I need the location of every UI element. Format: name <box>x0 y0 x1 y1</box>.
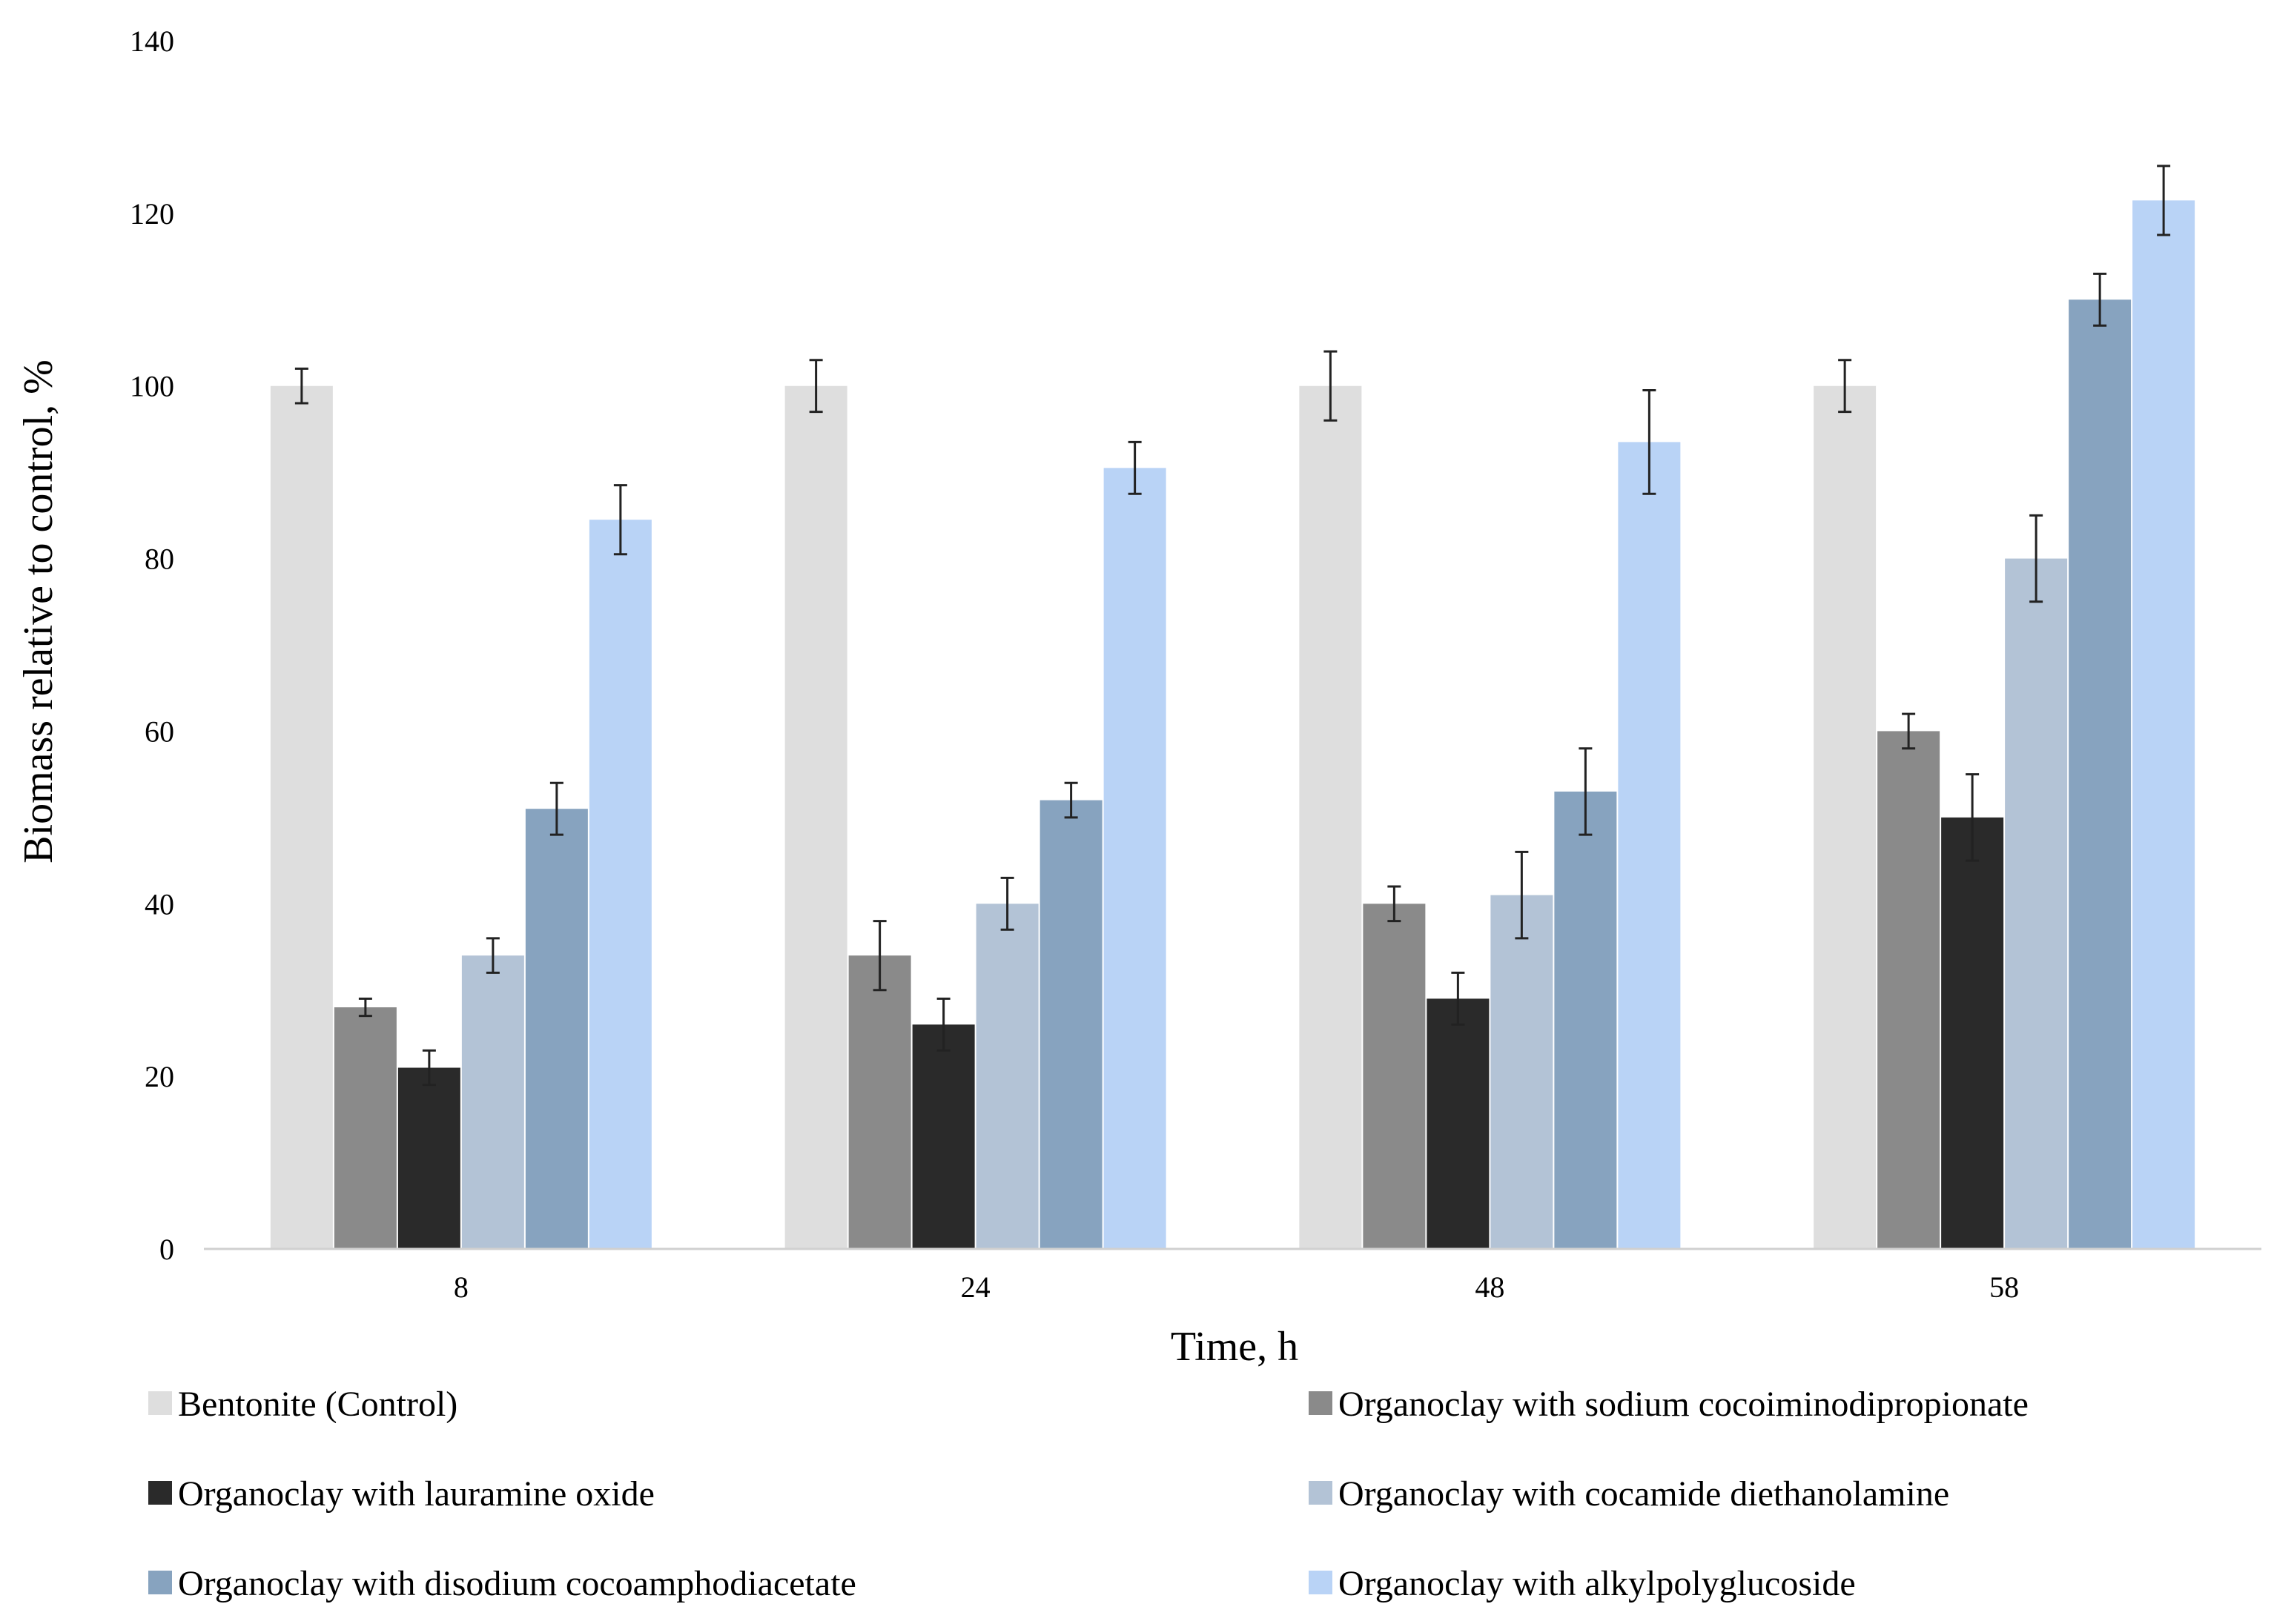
bar <box>1427 998 1490 1249</box>
y-tick-label: 20 <box>145 1060 174 1093</box>
y-tick-label: 0 <box>159 1233 174 1266</box>
bar <box>2005 558 2068 1249</box>
bar <box>1941 817 2004 1249</box>
legend-swatch <box>1309 1571 1332 1594</box>
bar <box>976 904 1039 1249</box>
bar <box>2069 299 2132 1250</box>
legend-label: Organoclay with lauramine oxide <box>178 1474 655 1514</box>
bars <box>270 200 2195 1250</box>
legend-swatch <box>148 1571 172 1594</box>
legend-label: Organoclay with cocamide diethanolamine <box>1338 1474 1949 1514</box>
x-tick-label: 8 <box>454 1270 469 1304</box>
y-tick-label: 140 <box>130 24 174 58</box>
bar <box>912 1024 975 1249</box>
bar <box>848 955 911 1249</box>
bar <box>2132 200 2195 1250</box>
bar <box>1490 895 1553 1249</box>
bar <box>525 809 588 1249</box>
bar <box>397 1067 460 1249</box>
bar <box>1877 731 1940 1249</box>
x-tick-label: 58 <box>1989 1270 2019 1304</box>
x-tick-label: 24 <box>961 1270 991 1304</box>
error-bars <box>294 165 2171 1087</box>
y-tick-label: 100 <box>130 370 174 403</box>
bar <box>1363 904 1426 1249</box>
legend-label: Organoclay with disodium cocoamphodiacet… <box>178 1564 856 1603</box>
legend-swatch <box>148 1481 172 1505</box>
legend-label: Organoclay with alkylpolyglucoside <box>1338 1564 1856 1603</box>
legend-swatch <box>1309 1391 1332 1415</box>
bar <box>334 1007 397 1249</box>
bar <box>1814 385 1877 1249</box>
legend-label: Bentonite (Control) <box>178 1385 457 1424</box>
bar <box>270 385 333 1249</box>
legend-swatch <box>148 1391 172 1415</box>
bar <box>784 385 847 1249</box>
x-tick-label: 48 <box>1475 1270 1504 1304</box>
y-tick-label: 40 <box>145 887 174 921</box>
y-axis-ticks: 0 20 40 60 80 100 120 140 <box>130 24 174 1266</box>
legend-label: Organoclay with sodium cocoiminodipropio… <box>1338 1385 2029 1424</box>
bar <box>1618 442 1681 1250</box>
y-tick-label: 80 <box>145 543 174 576</box>
y-axis-title: Biomass relative to control, % <box>16 359 62 864</box>
x-axis-title: Time, h <box>1171 1324 1298 1370</box>
bar <box>1040 800 1103 1249</box>
x-axis-ticks: 8 24 48 58 <box>454 1270 2019 1304</box>
y-tick-label: 120 <box>130 197 174 231</box>
bar <box>461 955 524 1249</box>
bar <box>1299 385 1362 1249</box>
bar <box>589 520 652 1249</box>
bar <box>1103 468 1166 1249</box>
y-tick-label: 60 <box>145 715 174 748</box>
legend-swatch <box>1309 1481 1332 1505</box>
bar <box>1554 791 1617 1249</box>
legend: Bentonite (Control) Organoclay with sodiu… <box>148 1385 2029 1603</box>
